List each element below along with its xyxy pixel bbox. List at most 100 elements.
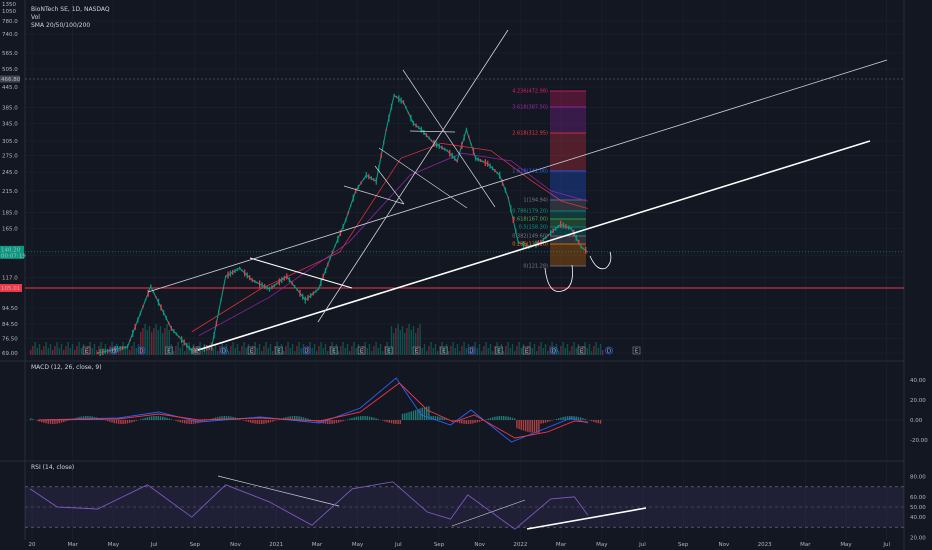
macd-histogram-bar bbox=[115, 420, 118, 424]
candle bbox=[368, 174, 370, 180]
volume-bar bbox=[344, 348, 346, 355]
volume-bar bbox=[137, 344, 140, 355]
volume-bar bbox=[87, 346, 89, 355]
event-marker bbox=[302, 346, 311, 355]
macd-histogram-bar bbox=[338, 420, 340, 423]
macd-histogram-bar bbox=[459, 420, 461, 424]
macd-histogram-bar bbox=[201, 420, 203, 422]
volume-bar bbox=[285, 346, 287, 355]
volume-bar bbox=[151, 332, 153, 355]
candle bbox=[249, 275, 251, 281]
macd-histogram-bar bbox=[340, 420, 342, 422]
event-label: D bbox=[552, 349, 556, 355]
macd-histogram-bar bbox=[285, 417, 287, 420]
time-tick-label: Jul bbox=[394, 542, 402, 548]
fib-zone-0.5 bbox=[550, 227, 586, 236]
macd-histogram-bar bbox=[30, 418, 32, 420]
candle bbox=[347, 211, 349, 215]
candle bbox=[537, 240, 540, 247]
volume-bar bbox=[342, 342, 344, 355]
candle bbox=[355, 188, 357, 194]
macd-histogram-bar bbox=[146, 417, 148, 420]
candle bbox=[443, 147, 446, 151]
candle bbox=[320, 279, 322, 287]
volume-bar bbox=[362, 346, 364, 355]
macd-histogram-bar bbox=[428, 406, 430, 420]
volume-bar bbox=[135, 348, 137, 355]
volume-bar bbox=[340, 346, 342, 355]
macd-histogram-bar bbox=[573, 416, 575, 420]
macd-histogram-bar bbox=[375, 418, 377, 420]
macd-histogram-bar bbox=[456, 420, 459, 423]
macd-histogram-bar bbox=[82, 416, 85, 420]
macd-histogram-bar bbox=[542, 420, 544, 424]
candle bbox=[407, 111, 410, 114]
candle bbox=[175, 332, 178, 336]
event-label: E bbox=[277, 349, 281, 355]
candle bbox=[547, 234, 549, 237]
candle bbox=[114, 345, 116, 353]
macd-histogram-bar bbox=[67, 420, 69, 421]
volume-bar bbox=[69, 348, 71, 355]
volume-bar bbox=[419, 324, 421, 355]
volume-bar bbox=[232, 342, 234, 355]
macd-histogram-bar bbox=[192, 420, 195, 424]
volume-bar bbox=[228, 351, 230, 355]
candle bbox=[218, 309, 220, 314]
fib-zone-2.618 bbox=[550, 133, 586, 171]
candle bbox=[299, 289, 301, 297]
time-tick-label: Mar bbox=[556, 542, 567, 548]
macd-histogram-bar bbox=[373, 417, 375, 420]
panel-labels: BioNTech SE, 1D, NASDAQ Vol SMA 20/50/10… bbox=[31, 6, 110, 471]
macd-histogram-bar bbox=[43, 420, 45, 423]
macd-histogram-bar bbox=[153, 416, 155, 420]
volume-bar bbox=[476, 348, 478, 355]
macd-histogram-bar bbox=[441, 417, 443, 420]
volume-bar bbox=[540, 342, 542, 355]
volume-bar bbox=[67, 342, 69, 355]
candle bbox=[294, 285, 296, 289]
volume-bar bbox=[531, 348, 533, 355]
volume-bar bbox=[49, 344, 52, 355]
volume-bar bbox=[206, 351, 208, 355]
volume-bar bbox=[144, 324, 146, 355]
volume-bar bbox=[322, 348, 324, 355]
macd-histogram-bar bbox=[349, 418, 351, 420]
candle bbox=[109, 348, 111, 352]
macd-histogram-bar bbox=[228, 416, 230, 420]
macd-histogram-bar bbox=[129, 420, 131, 423]
volume-bar bbox=[456, 344, 459, 355]
volume-bar bbox=[593, 346, 595, 355]
volume-bar bbox=[492, 351, 494, 355]
macd-histogram-bar bbox=[371, 417, 373, 420]
candle bbox=[370, 176, 372, 181]
volume-bar bbox=[397, 324, 399, 355]
drawings[interactable] bbox=[147, 29, 888, 530]
candle bbox=[186, 342, 188, 348]
macd-histogram-bar bbox=[437, 416, 439, 420]
volume-bar bbox=[296, 346, 298, 355]
volume-bar bbox=[575, 348, 577, 355]
macd-histogram-bar bbox=[327, 420, 329, 424]
candle bbox=[157, 298, 160, 306]
macd-histogram-bar bbox=[243, 420, 245, 421]
volume-bar bbox=[406, 328, 408, 355]
last-price-text: 140.20 bbox=[1, 247, 21, 253]
volume-bar bbox=[417, 328, 419, 355]
volume-bar bbox=[261, 351, 263, 355]
macd-histogram-bar bbox=[485, 419, 487, 420]
macd-histogram-bar bbox=[245, 420, 247, 422]
macd-histogram-bar bbox=[335, 420, 338, 424]
volume-bar bbox=[558, 351, 560, 355]
volume-bar bbox=[472, 346, 474, 355]
macd-histogram-bar bbox=[498, 416, 500, 420]
candle bbox=[380, 152, 382, 158]
macd-histogram-bar bbox=[511, 417, 514, 420]
fib-extension[interactable]: 4.236(472.98) 3.618(387.50) 2.618(312.95) 1… bbox=[512, 89, 586, 270]
volume-bar bbox=[434, 344, 437, 355]
macd-histogram-bar bbox=[80, 416, 82, 420]
fib-zone-1.618 bbox=[550, 171, 586, 200]
volume-bar bbox=[571, 346, 573, 355]
candle bbox=[180, 336, 183, 344]
